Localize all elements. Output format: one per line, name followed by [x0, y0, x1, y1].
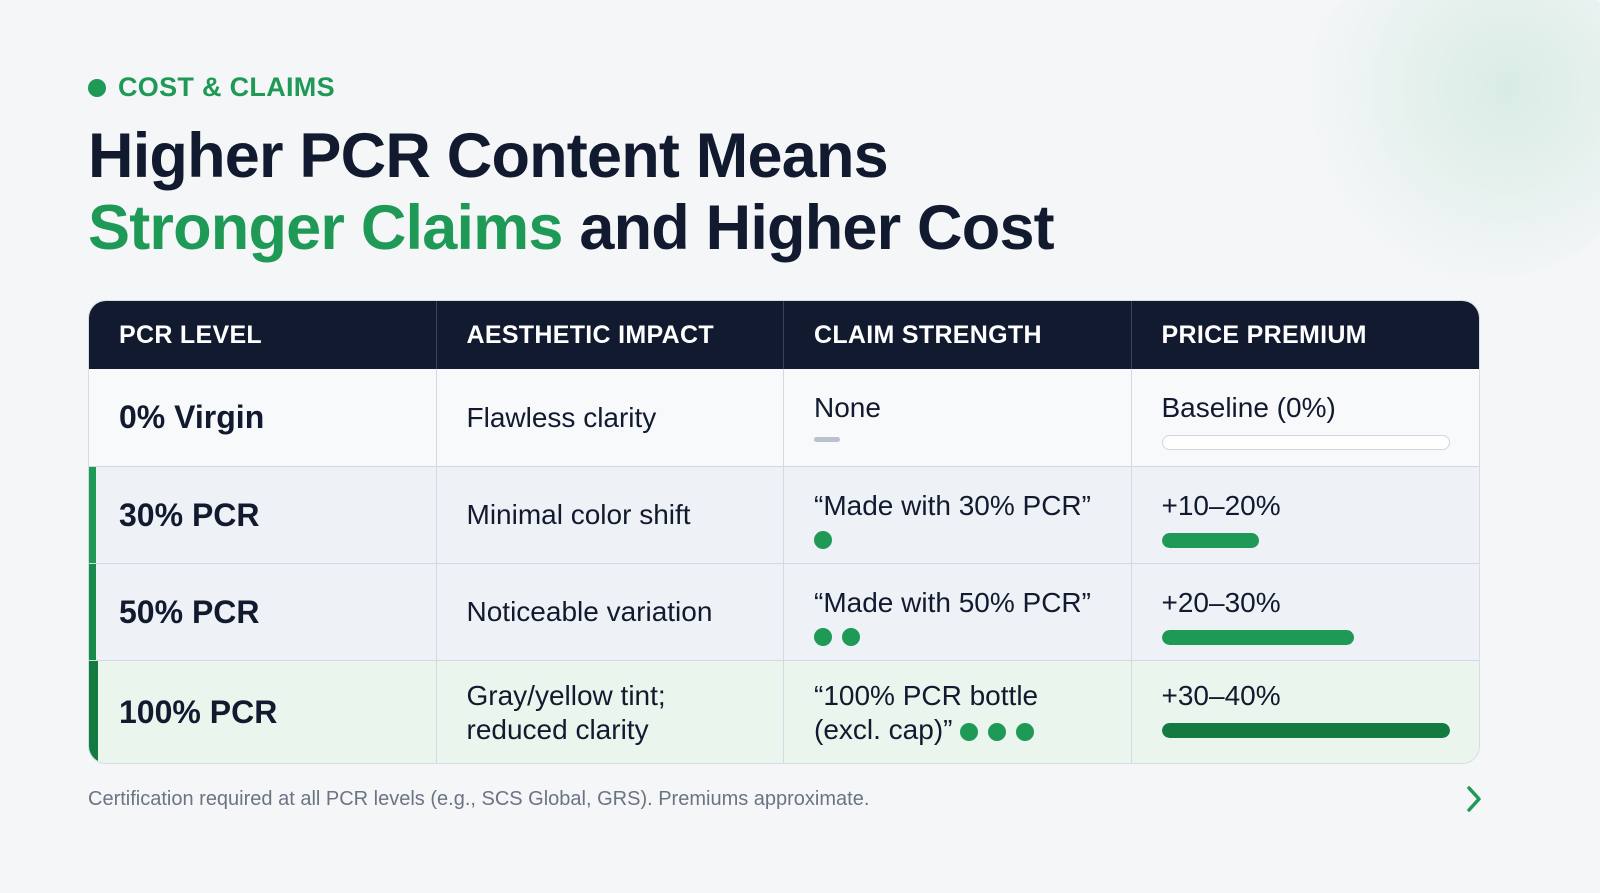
chevron-right-icon [1467, 786, 1481, 812]
title-line1: Higher PCR Content Means [88, 121, 889, 191]
premium-bar-fill [1161, 723, 1450, 738]
claim-line2: (excl. cap)” [814, 714, 953, 745]
table-row: 50% PCR Noticeable variation “Made with … [89, 563, 1479, 660]
strength-dot-icon [1016, 722, 1035, 741]
cell-aesthetic-impact: Gray/yellow tint; reduced clarity [437, 661, 784, 763]
strength-dot-icon [988, 722, 1007, 741]
title-rest: and Higher Cost [562, 193, 1054, 263]
cell-claim-strength: “100% PCR bottle (excl. cap)” [784, 661, 1132, 763]
pcr-comparison-table: PCR LEVEL AESTHETIC IMPACT CLAIM STRENGT… [88, 300, 1480, 764]
next-slide-button[interactable] [1462, 784, 1486, 814]
row-accent-bar [89, 467, 96, 563]
cell-pcr-level: 0% Virgin [89, 369, 437, 466]
premium-bar-track [1161, 723, 1450, 738]
claim-strength-dots [814, 628, 1131, 646]
claim-strength-dots [814, 531, 1131, 549]
page-title: Higher PCR Content Means Stronger Claims… [88, 120, 1055, 264]
table-row: 100% PCR Gray/yellow tint; reduced clari… [89, 660, 1480, 763]
premium-bar-fill [1161, 533, 1260, 548]
cell-pcr-level: 100% PCR [89, 661, 437, 763]
premium-text: Baseline (0%) [1161, 392, 1336, 423]
premium-text: +20–30% [1161, 587, 1281, 618]
footnote: Certification required at all PCR levels… [88, 788, 870, 810]
cell-claim-strength: “Made with 30% PCR” [784, 467, 1132, 563]
cell-claim-strength: None [784, 369, 1132, 466]
title-accent: Stronger Claims [88, 193, 563, 263]
row-accent-bar [89, 564, 96, 660]
header-pcr-level: PCR LEVEL [89, 301, 437, 369]
dot-icon [88, 78, 106, 97]
cell-aesthetic-impact: Minimal color shift [437, 467, 784, 563]
header-claim-strength: CLAIM STRENGTH [784, 301, 1132, 369]
premium-bar-track [1161, 435, 1450, 450]
aesthetic-line1: Gray/yellow tint; [466, 679, 666, 711]
cell-pcr-level: 50% PCR [89, 564, 437, 660]
claim-text: “Made with 50% PCR” [814, 587, 1091, 618]
strength-dot-icon [842, 628, 860, 646]
header-price-premium: PRICE PREMIUM [1161, 320, 1367, 349]
premium-text: +10–20% [1161, 490, 1281, 521]
table-row: 30% PCR Minimal color shift “Made with 3… [89, 466, 1479, 563]
premium-bar-track [1161, 630, 1450, 645]
cell-price-premium: Baseline (0%) [1132, 369, 1480, 466]
claim-text: “Made with 30% PCR” [814, 490, 1091, 521]
background-glow [1280, 0, 1600, 280]
premium-bar-track [1161, 533, 1450, 548]
cell-pcr-level: 30% PCR [89, 467, 437, 563]
cell-aesthetic-impact: Noticeable variation [437, 564, 784, 660]
section-kicker: COST & CLAIMS [88, 72, 335, 103]
table-row: 0% Virgin Flawless clarity None Baseline… [89, 369, 1479, 466]
strength-dot-icon [814, 531, 832, 549]
cell-claim-strength: “Made with 50% PCR” [784, 564, 1132, 660]
header-aesthetic-impact: AESTHETIC IMPACT [437, 301, 784, 369]
premium-bar-fill [1161, 630, 1355, 645]
strength-dot-icon [814, 628, 832, 646]
claim-strength-dots [960, 722, 1035, 741]
cell-price-premium: +10–20% [1132, 467, 1480, 563]
row-accent-bar [89, 661, 98, 763]
cell-price-premium: +30–40% [1132, 661, 1480, 763]
table-header: PCR LEVEL AESTHETIC IMPACT CLAIM STRENGT… [89, 301, 1479, 369]
claim-line1: “100% PCR bottle [814, 680, 1039, 711]
cell-aesthetic-impact: Flawless clarity [437, 369, 784, 466]
aesthetic-line2: reduced clarity [466, 713, 649, 745]
claim-line2-wrap: (excl. cap)” [814, 713, 1131, 747]
no-claim-dash [814, 437, 840, 442]
cell-price-premium: +20–30% [1132, 564, 1480, 660]
premium-text: +30–40% [1161, 680, 1281, 711]
claim-text: None [814, 392, 881, 423]
strength-dot-icon [960, 722, 979, 741]
kicker-label: COST & CLAIMS [118, 72, 335, 102]
